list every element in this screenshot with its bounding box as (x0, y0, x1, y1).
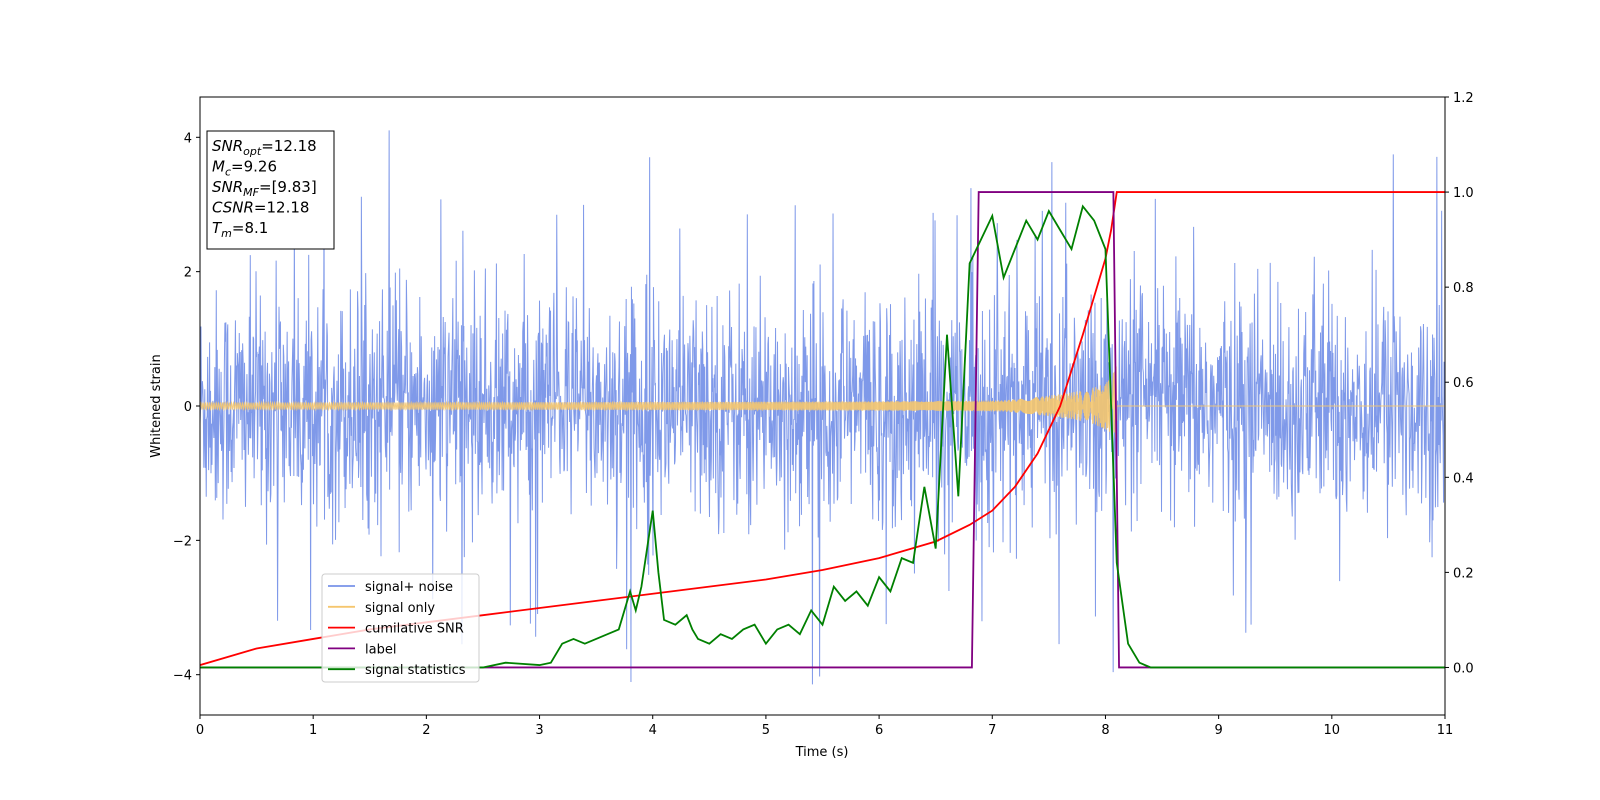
info-line-symbol: T (212, 219, 223, 237)
info-line-symbol: SNR (212, 178, 243, 196)
y-right-tick-label: 1.2 (1453, 91, 1474, 106)
info-line-value: =12.18 (261, 137, 317, 155)
info-line-value: =[9.83] (259, 178, 317, 196)
info-line-subscript: c (225, 166, 231, 179)
legend-frame (321, 573, 480, 683)
y-left-tick-label: 0 (184, 400, 192, 415)
info-line-value: =9.26 (231, 158, 277, 176)
info-box: SNRopt=12.18Mc=9.26SNRMF=[9.83]CSNR=12.1… (206, 130, 335, 250)
info-line: Tm=8.1 (212, 219, 268, 240)
info-line-value: =12.18 (254, 199, 310, 217)
y-right-tick-label: 0.0 (1453, 661, 1474, 676)
y-right-tick-label: 0.2 (1453, 566, 1474, 581)
y-right-tick-label: 0.6 (1453, 376, 1474, 391)
y-left-tick-label: −4 (173, 669, 192, 684)
info-line-value: =8.1 (232, 219, 268, 237)
y-left-tick-label: −2 (173, 534, 192, 549)
info-line-subscript: opt (243, 145, 262, 158)
series-signal-only-line (200, 366, 1445, 438)
legend-label: signal only (365, 601, 435, 616)
info-line: Mc=9.26 (212, 158, 277, 179)
x-tick-label: 11 (1437, 723, 1454, 738)
x-tick-label: 4 (649, 723, 657, 738)
x-tick-label: 9 (1214, 723, 1222, 738)
x-tick-label: 3 (535, 723, 543, 738)
legend-label: label (365, 642, 396, 657)
info-line: SNRopt=12.18 (212, 137, 317, 158)
info-line: CSNR=12.18 (212, 199, 309, 217)
info-line-symbol: SNR (212, 137, 243, 155)
x-tick-label: 5 (762, 723, 770, 738)
series-signal-noise (200, 130, 1445, 685)
y-axis-left: 4 2 0 −2 −4 (173, 131, 200, 684)
x-axis: 0 1 2 3 4 5 6 7 8 9 10 11 (196, 715, 1453, 738)
series-signal-statistics-line (200, 204, 1445, 669)
x-tick-label: 10 (1324, 723, 1341, 738)
info-box-frame (206, 130, 335, 250)
x-tick-label: 6 (875, 723, 883, 738)
y-right-tick-label: 1.0 (1453, 186, 1474, 201)
info-line-symbol: M (212, 158, 225, 176)
y-axis-label: Whitened strain (149, 354, 164, 457)
x-tick-label: 8 (1101, 723, 1109, 738)
info-line-subscript: m (221, 227, 232, 240)
x-tick-label: 0 (196, 723, 204, 738)
y-right-tick-label: 0.8 (1453, 281, 1474, 296)
legend-label: signal+ noise (365, 580, 453, 595)
legend: signal+ noise signal only cumilative SNR la… (321, 573, 480, 683)
x-tick-label: 1 (309, 723, 317, 738)
legend-label: cumilative SNR (365, 622, 464, 637)
info-line-symbol: CSNR (212, 199, 254, 217)
info-line-subscript: MF (243, 186, 259, 199)
y-left-tick-label: 2 (184, 266, 192, 281)
info-line: SNRMF=[9.83] (212, 178, 317, 199)
x-axis-label: Time (s) (795, 745, 849, 760)
y-axis-right: 1.2 1.0 0.8 0.6 0.4 0.2 0.0 (1445, 91, 1474, 676)
x-tick-label: 2 (422, 723, 430, 738)
series-signal-only (200, 366, 1445, 438)
x-tick-label: 7 (988, 723, 996, 738)
series-signal-noise-line (200, 130, 1445, 685)
y-left-tick-label: 4 (184, 131, 192, 146)
legend-label: signal statistics (365, 663, 466, 678)
y-right-tick-label: 0.4 (1453, 471, 1474, 486)
